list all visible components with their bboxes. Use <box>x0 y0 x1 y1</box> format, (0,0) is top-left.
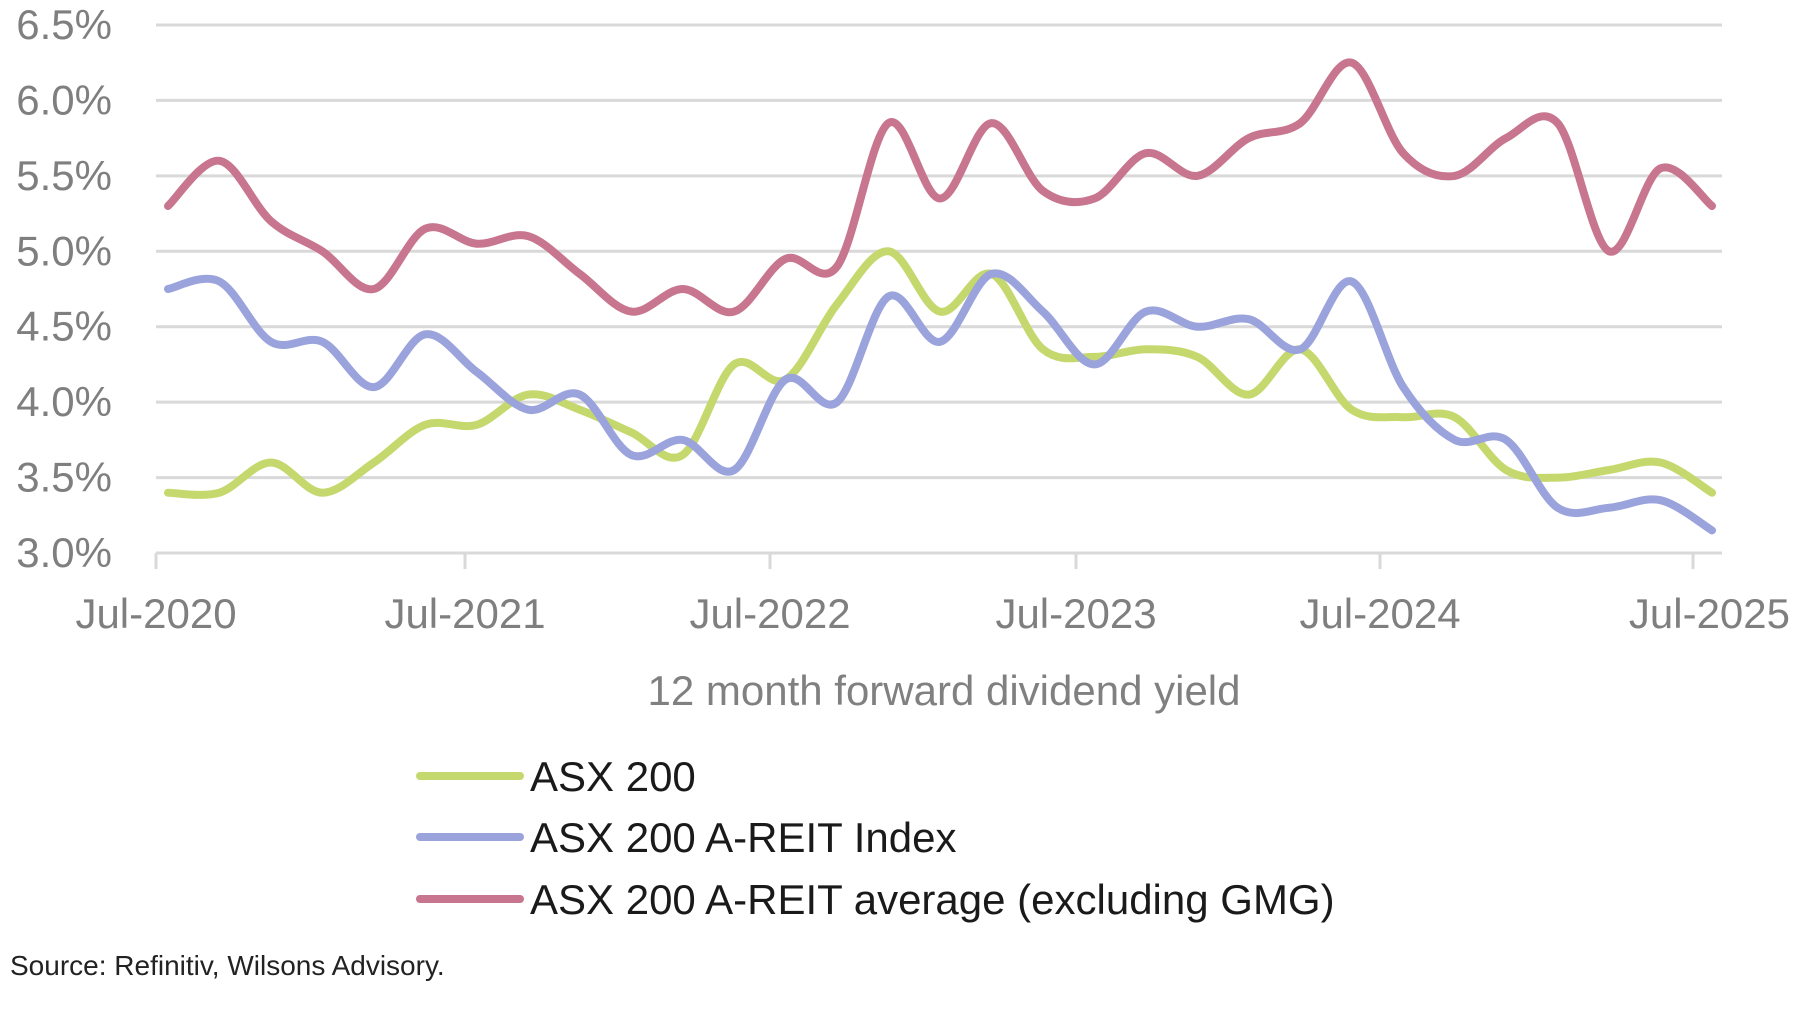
x-axis: Jul-2020 Jul-2021 Jul-2022 Jul-2023 Jul-2024… <box>75 551 1790 637</box>
y-tick-label: 4.5% <box>16 303 112 350</box>
x-tick-label: Jul-2025 <box>1629 590 1790 637</box>
series-line-asx200-areit-average-ex-gmg <box>164 58 1716 317</box>
y-axis: 3.0% 3.5% 4.0% 4.5% 5.0% 5.5% 6.0% 6.5% <box>16 1 112 576</box>
y-tick-label: 3.0% <box>16 529 112 576</box>
y-tick-label: 4.0% <box>16 378 112 425</box>
y-tick-label: 6.5% <box>16 1 112 48</box>
series-line-asx200 <box>164 247 1716 499</box>
x-tick-label: Jul-2021 <box>384 590 545 637</box>
x-tick-label: Jul-2024 <box>1299 590 1460 637</box>
grid <box>156 23 1722 555</box>
x-tick-label: Jul-2022 <box>689 590 850 637</box>
legend-label-asx200: ASX 200 <box>530 753 696 800</box>
y-tick-label: 5.0% <box>16 227 112 274</box>
series-line-asx200-areit-index <box>164 269 1716 535</box>
y-tick-label: 3.5% <box>16 454 112 501</box>
legend-label-asx200-areit-average-ex-gmg: ASX 200 A-REIT average (excluding GMG) <box>530 876 1335 923</box>
legend: ASX 200 ASX 200 A-REIT Index ASX 200 A-REI… <box>416 753 1335 923</box>
legend-label-asx200-areit-index: ASX 200 A-REIT Index <box>530 814 956 861</box>
x-tick-label: Jul-2020 <box>75 590 236 637</box>
x-tick-label: Jul-2023 <box>995 590 1156 637</box>
y-tick-label: 5.5% <box>16 152 112 199</box>
y-tick-label: 6.0% <box>16 76 112 123</box>
source-note: Source: Refinitiv, Wilsons Advisory. <box>10 950 445 981</box>
plot-area <box>164 58 1716 535</box>
x-axis-title: 12 month forward dividend yield <box>647 667 1240 714</box>
